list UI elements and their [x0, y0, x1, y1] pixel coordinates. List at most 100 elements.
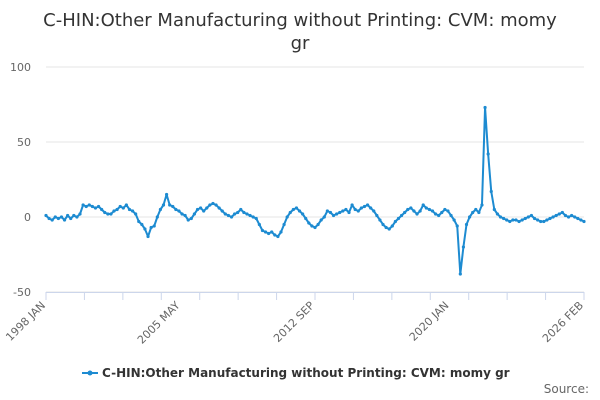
- data-point: [557, 212, 561, 216]
- data-point: [152, 224, 156, 228]
- data-point: [570, 213, 574, 218]
- data-point: [109, 212, 113, 216]
- data-point: [508, 219, 512, 224]
- data-point: [433, 212, 438, 216]
- data-point: [100, 207, 104, 212]
- data-point: [415, 212, 419, 216]
- data-point: [313, 225, 317, 230]
- data-point: [183, 213, 187, 218]
- data-point: [393, 219, 397, 224]
- data-point: [341, 209, 345, 213]
- data-point: [477, 210, 481, 215]
- data-point: [288, 210, 292, 215]
- data-point: [164, 192, 169, 197]
- data-point: [468, 215, 472, 219]
- legend[interactable]: C-HIN:Other Manufacturing without Printi…: [82, 366, 510, 380]
- data-point: [464, 222, 469, 227]
- y-axis-labels: 100 50 0 -50: [10, 61, 31, 299]
- data-point: [137, 219, 141, 224]
- data-point: [381, 222, 385, 227]
- data-point: [118, 204, 122, 209]
- data-point: [403, 210, 407, 215]
- data-point: [536, 218, 540, 222]
- chart-title-line-1: C-HIN:Other Manufacturing without Printi…: [43, 10, 557, 31]
- data-point: [369, 206, 373, 210]
- data-point: [186, 218, 190, 222]
- data-point: [338, 210, 342, 215]
- data-point: [307, 221, 311, 225]
- data-point: [208, 203, 212, 207]
- data-point: [514, 218, 518, 222]
- data-point: [548, 216, 552, 221]
- data-point: [362, 204, 367, 209]
- data-point: [134, 212, 138, 216]
- data-point: [560, 210, 564, 215]
- data-point: [566, 215, 571, 219]
- data-point: [78, 212, 82, 216]
- data-point: [260, 228, 265, 233]
- data-point: [254, 216, 258, 221]
- data-point: [458, 272, 462, 276]
- data-point: [202, 209, 206, 213]
- data-point: [576, 216, 580, 221]
- data-point: [427, 207, 431, 212]
- data-point: [365, 203, 370, 207]
- data-point: [350, 203, 354, 207]
- data-point: [47, 216, 51, 221]
- data-point: [353, 207, 357, 212]
- legend-marker-symbol: [87, 370, 93, 376]
- data-point: [328, 210, 333, 215]
- data-point: [239, 207, 243, 212]
- credits-source[interactable]: Source:: [544, 382, 589, 396]
- data-point: [542, 219, 546, 224]
- data-point: [220, 209, 224, 213]
- data-point: [495, 212, 500, 216]
- chart-title-line-2: gr: [291, 33, 310, 54]
- data-point: [223, 212, 227, 216]
- data-point: [50, 218, 54, 222]
- data-point: [554, 213, 558, 218]
- data-point: [263, 230, 268, 234]
- data-point: [112, 209, 116, 213]
- data-point: [155, 215, 159, 219]
- data-point: [229, 215, 234, 219]
- data-point: [72, 213, 76, 218]
- data-point: [480, 203, 484, 207]
- legend-item-label[interactable]: C-HIN:Other Manufacturing without Printi…: [102, 366, 510, 380]
- data-point: [399, 213, 404, 218]
- data-point: [452, 218, 456, 222]
- y-tick-label: 50: [17, 136, 31, 149]
- data-point: [443, 207, 447, 212]
- data-point: [242, 210, 246, 215]
- data-point: [257, 222, 261, 227]
- data-point: [143, 227, 147, 231]
- data-point: [75, 215, 79, 219]
- data-point: [430, 209, 435, 213]
- data-point: [486, 152, 490, 156]
- data-point: [270, 230, 274, 234]
- data-point: [291, 207, 295, 212]
- data-point: [267, 231, 271, 236]
- data-point: [461, 245, 466, 249]
- y-tick-label: 100: [10, 61, 31, 74]
- data-point: [174, 207, 178, 212]
- data-point: [214, 203, 218, 207]
- data-point: [226, 213, 231, 218]
- data-point: [526, 215, 530, 219]
- data-point: [149, 225, 153, 230]
- data-point: [189, 216, 193, 221]
- data-point: [140, 222, 144, 227]
- data-point: [502, 216, 506, 221]
- data-point: [127, 207, 132, 212]
- y-tick-label: -50: [13, 286, 31, 299]
- data-point: [335, 212, 339, 216]
- data-point: [319, 218, 323, 222]
- data-point: [273, 233, 277, 237]
- data-point: [87, 203, 91, 207]
- data-point: [455, 224, 459, 228]
- data-point: [96, 204, 101, 209]
- data-point: [316, 222, 320, 227]
- data-point: [406, 207, 410, 212]
- data-point: [437, 213, 441, 218]
